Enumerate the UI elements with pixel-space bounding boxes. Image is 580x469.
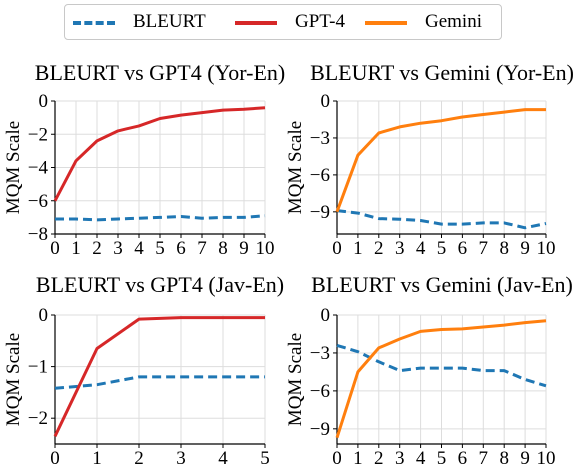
x-tick-label: 6	[176, 238, 186, 259]
legend-label-bleurt: BLEURT	[133, 11, 206, 32]
series-line-gemini	[335, 108, 546, 213]
x-tick-label: 0	[50, 238, 60, 259]
y-tick-label: −8	[28, 224, 48, 245]
x-tick-label: 0	[332, 448, 342, 469]
y-tick-label: −6	[310, 165, 330, 186]
x-tick-label: 4	[416, 448, 426, 469]
series-line-bleurt	[54, 375, 265, 390]
x-tick-label: 9	[520, 238, 530, 259]
x-tick-label: 5	[155, 238, 165, 259]
y-tick-label: −4	[28, 158, 49, 179]
x-tick-label: 3	[176, 448, 186, 469]
series-line-gemini	[335, 319, 547, 439]
x-tick-label: 6	[458, 238, 468, 259]
x-tick-label: 1	[71, 238, 81, 259]
panel-title-gpt4-yor: BLEURT vs GPT4 (Yor-En)	[34, 60, 286, 85]
y-tick-label: −6	[310, 381, 330, 402]
panel-title-gpt4-jav: BLEURT vs GPT4 (Jav-En)	[35, 272, 285, 297]
y-tick-label: −9	[310, 202, 330, 223]
x-tick-label: 1	[92, 448, 102, 469]
x-tick-label: 3	[395, 238, 405, 259]
x-tick-label: 2	[374, 238, 384, 259]
x-tick-label: 10	[537, 238, 556, 259]
legend-swatch-gpt4	[235, 21, 277, 25]
y-axis-label: MQM Scale	[3, 333, 24, 426]
y-axis-label: MQM Scale	[285, 121, 306, 214]
x-tick-label: 0	[332, 238, 342, 259]
x-tick-label: 10	[256, 238, 275, 259]
x-tick-label: 8	[499, 448, 509, 469]
x-tick-label: 8	[218, 238, 228, 259]
x-tick-label: 4	[416, 238, 426, 259]
x-tick-label: 0	[50, 448, 60, 469]
x-tick-label: 3	[113, 238, 123, 259]
legend-swatch-bleurt	[73, 21, 115, 25]
x-tick-label: 5	[260, 448, 270, 469]
x-tick-label: 7	[197, 238, 207, 259]
legend-swatch-gemini	[365, 21, 407, 25]
y-tick-label: 0	[39, 91, 49, 112]
series-line-gpt4	[53, 106, 266, 202]
series-line-gpt4	[53, 316, 265, 437]
x-tick-label: 2	[374, 448, 384, 469]
series-line-bleurt	[55, 214, 266, 222]
x-tick-label: 5	[437, 448, 447, 469]
x-tick-label: 4	[134, 238, 144, 259]
x-tick-label: 9	[239, 238, 249, 259]
panel-title-gemini-jav: BLEURT vs Gemini (Jav-En)	[311, 272, 573, 297]
y-axis-label: MQM Scale	[3, 121, 24, 214]
y-tick-label: −9	[310, 419, 330, 440]
x-tick-label: 1	[353, 238, 363, 259]
x-tick-label: 1	[353, 448, 363, 469]
chart-legend: BLEURT GPT-4 Gemini	[64, 4, 502, 40]
x-tick-label: 2	[134, 448, 144, 469]
x-tick-label: 8	[499, 238, 509, 259]
x-tick-label: 9	[520, 448, 530, 469]
legend-label-gemini: Gemini	[425, 11, 482, 32]
x-tick-label: 6	[458, 448, 468, 469]
x-tick-label: 10	[537, 448, 556, 469]
y-tick-label: −3	[310, 128, 330, 149]
y-tick-label: −6	[28, 191, 48, 212]
y-axis-label: MQM Scale	[285, 333, 306, 426]
x-tick-label: 4	[218, 448, 228, 469]
x-tick-label: 2	[92, 238, 102, 259]
x-tick-label: 5	[437, 238, 447, 259]
y-tick-label: −1	[28, 357, 48, 378]
y-tick-label: 0	[39, 305, 49, 326]
x-tick-label: 3	[395, 448, 405, 469]
y-tick-label: 0	[321, 91, 331, 112]
y-tick-label: −3	[310, 343, 330, 364]
series-line-bleurt	[336, 209, 547, 230]
y-tick-label: −2	[28, 124, 48, 145]
y-tick-label: 0	[321, 305, 331, 326]
panel-title-gemini-yor: BLEURT vs Gemini (Yor-En)	[310, 60, 574, 85]
x-tick-label: 7	[479, 238, 489, 259]
y-tick-label: −2	[28, 408, 48, 429]
x-tick-label: 7	[479, 448, 489, 469]
legend-label-gpt4: GPT-4	[295, 11, 345, 32]
